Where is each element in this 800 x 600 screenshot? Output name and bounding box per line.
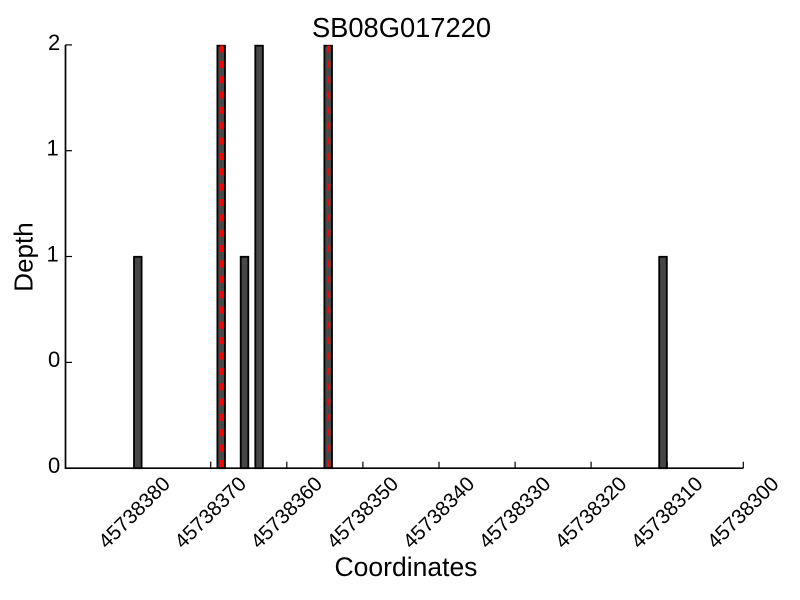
svg-text:Coordinates: Coordinates: [335, 552, 478, 582]
svg-text:0: 0: [48, 347, 60, 372]
svg-text:0: 0: [48, 453, 60, 478]
svg-text:1: 1: [46, 241, 58, 266]
svg-text:Depth: Depth: [9, 222, 39, 291]
svg-text:1: 1: [46, 136, 58, 161]
svg-text:SB08G017220: SB08G017220: [312, 12, 491, 43]
svg-text:2: 2: [48, 30, 60, 55]
